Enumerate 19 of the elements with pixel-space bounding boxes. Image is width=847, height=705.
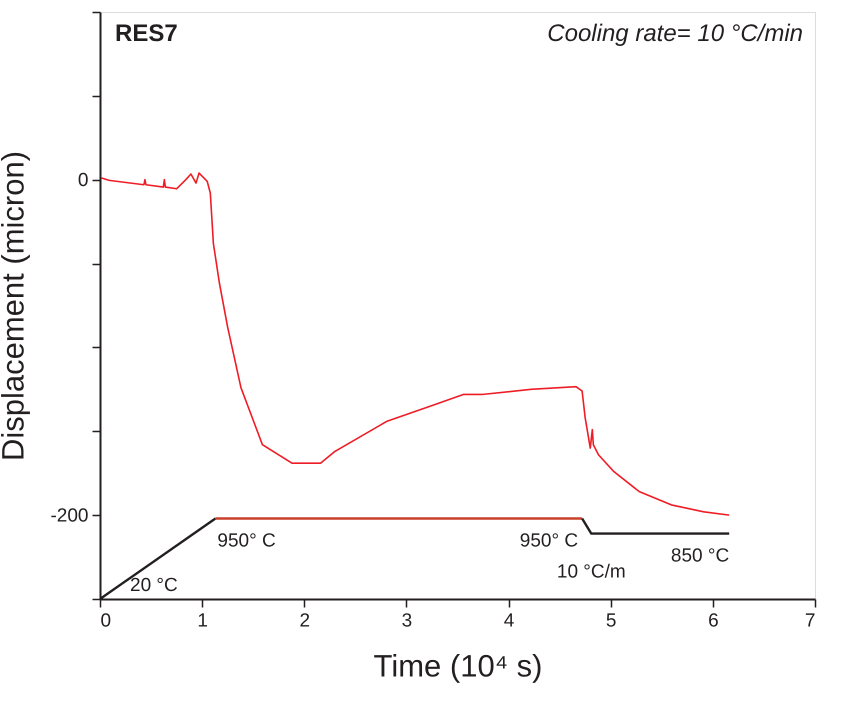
annotation: RES7: [115, 20, 178, 47]
annotation: Cooling rate= 10 °C/min: [547, 20, 803, 47]
annotation: 850 °C: [670, 546, 730, 567]
x-tick-label: 2: [299, 610, 310, 632]
x-tick-label: 3: [402, 610, 412, 632]
x-tick-label: 7: [804, 610, 816, 632]
x-tick-label: 0: [100, 610, 112, 632]
annotation: 950° C: [217, 530, 276, 552]
x-tick-label: 6: [708, 610, 719, 632]
y-axis-title: Displacement (micron): [0, 150, 30, 462]
x-tick-label: 5: [606, 610, 617, 632]
y-tick-label: -200: [50, 506, 88, 527]
x-axis-title: Time (10⁴ s): [374, 648, 542, 684]
x-tick-label: 1: [197, 610, 208, 632]
annotation: 950° C: [520, 530, 578, 552]
annotation: 10 °C/m: [556, 562, 626, 583]
annotation: 20 °C: [130, 575, 178, 596]
line-series: [100, 172, 730, 516]
x-tick-label: 4: [504, 610, 515, 632]
